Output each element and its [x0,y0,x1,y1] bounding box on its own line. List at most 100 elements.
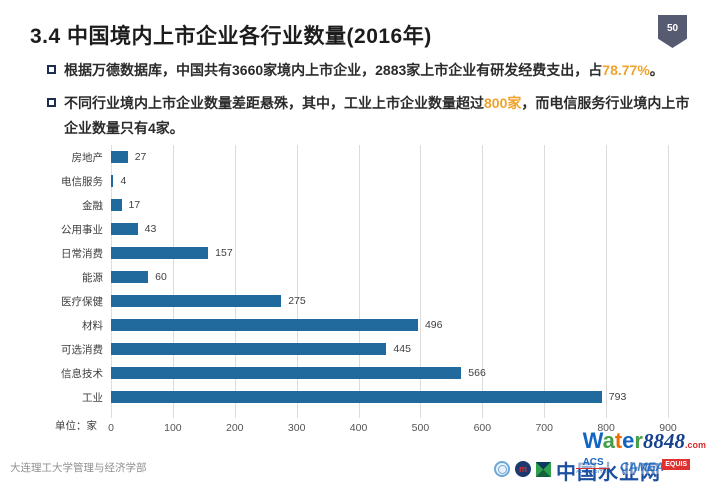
bar-track: 27 [111,145,668,169]
bullet-item-1: 根据万德数据库，中国共有3660家境内上市企业，2883家上市企业有研发经费支出… [47,58,697,83]
chart-row: 金融 17 [55,193,695,217]
site-name-cluster: 中国水业网 ACS ACCREDITED CAMEA EQUIS [556,456,706,484]
category-label: 医疗保健 [61,295,103,308]
value-label: 566 [468,367,486,379]
gridline [234,145,236,418]
chart-row: 日常消费 157 [55,241,695,265]
gridline [482,145,484,418]
chart-row: 能源 60 [55,265,695,289]
category-label: 电信服务 [61,175,103,188]
bar [111,175,114,187]
bar-track: 43 [111,217,668,241]
camea-accreditation-badge: CAMEA [620,460,664,474]
acs-label: ACS [576,457,611,468]
category-label: 房地产 [71,151,104,164]
x-tick-label: 0 [108,422,114,434]
x-tick-label: 300 [287,422,306,434]
bullet-list: 根据万德数据库，中国共有3660家境内上市企业，2883家上市企业有研发经费支出… [47,58,697,149]
equis-accreditation-badge: EQUIS [662,459,690,470]
category-label: 能源 [82,271,103,284]
page-number-badge: 50 [658,15,687,48]
category-label: 信息技术 [61,367,103,380]
bar-track: 275 [111,289,668,313]
gridline [668,145,669,418]
brand-letter: e [622,428,635,453]
gridline [544,145,546,418]
category-label: 材料 [82,319,103,332]
x-tick-label: 900 [659,422,677,434]
bar [111,271,149,283]
globe-emblem-icon [494,461,510,477]
value-label: 4 [120,175,127,187]
m-emblem-icon: m [515,461,531,477]
chart-rows: 房地产 27 电信服务 4 金融 17 公用事业 43 日常消费 157 能源 60 医疗保健 275 材料… [55,145,695,409]
bar [111,223,138,235]
chart-row: 电信服务 4 [55,169,695,193]
watermark: Water 8848 .com m 中国水业网 ACS ACCREDITED CAM… [476,428,706,484]
chart-row: 医疗保健 275 [55,289,695,313]
footer-text: 大连理工大学管理与经济学部 [10,462,147,474]
bullet-text-1: 根据万德数据库，中国共有3660家境内上市企业，2883家上市企业有研发经费支出… [64,58,664,83]
value-label: 43 [144,223,157,235]
bar [111,295,282,307]
chart-row: 公用事业 43 [55,217,695,241]
gridline [358,145,360,418]
bar [111,319,418,331]
x-tick-label: 100 [164,422,182,434]
x-tick-label: 400 [349,422,368,434]
gridline [606,145,608,418]
chart-row: 材料 496 [55,313,695,337]
category-label: 公用事业 [61,223,103,236]
gridline [172,145,174,418]
chart-unit-label: 单位：家 [55,420,97,432]
x-tick-label: 200 [226,422,244,434]
bar-track: 60 [111,265,668,289]
value-label: 445 [393,343,411,355]
x-tick-label: 800 [597,422,615,434]
acs-accreditation-badge: ACS ACCREDITED [576,457,611,474]
accredited-label: ACCREDITED [576,468,611,474]
watermark-brand: Water 8848 .com [476,428,706,454]
value-label: 27 [134,151,147,163]
brand-letter: r [634,428,643,453]
value-label: 60 [155,271,167,283]
watermark-logos: m 中国水业网 ACS ACCREDITED CAMEA EQUIS [476,456,706,484]
bullet-2-pre: 不同行业境内上市企业数量差距悬殊，其中，工业上市企业数量超过 [64,95,484,111]
value-label: 275 [288,295,306,307]
bar-track: 496 [111,313,668,337]
bullet-2-post: ，而电信服务行业境内上市企业数量只有4家。 [64,95,690,136]
bar-track: 17 [111,193,668,217]
bullet-2-highlight: 800家 [484,95,522,111]
category-label: 金融 [82,199,103,212]
bar-track: 445 [111,337,668,361]
bullet-item-2: 不同行业境内上市企业数量差距悬殊，其中，工业上市企业数量超过800家，而电信服务… [47,91,697,141]
bar [111,247,209,259]
brand-letter: W [582,428,603,453]
bar [111,343,387,355]
value-label: 793 [608,391,627,403]
pinwheel-square-icon [536,461,551,477]
bullet-1-highlight: 78.77% [602,62,650,78]
brand-tld: .com [684,440,706,450]
bar-track: 793 [111,385,668,409]
chart-row: 工业 793 [55,385,695,409]
chart-row: 可选消费 445 [55,337,695,361]
brand-letter: a [602,428,615,453]
category-label: 日常消费 [61,247,103,260]
brand-number: 8848 [642,429,685,453]
bullet-text-2: 不同行业境内上市企业数量差距悬殊，其中，工业上市企业数量超过800家，而电信服务… [64,91,697,141]
chart-row: 房地产 27 [55,145,695,169]
value-label: 496 [424,319,443,331]
bullet-square-icon [47,98,56,107]
bar-track: 566 [111,361,668,385]
bar-track: 4 [111,169,668,193]
category-label: 工业 [82,391,103,404]
bullet-square-icon [47,65,56,74]
x-tick-label: 600 [473,422,492,434]
bar [111,199,122,211]
bar [111,151,128,163]
gridline [420,145,422,418]
page-number: 50 [666,23,679,34]
value-label: 157 [215,247,233,259]
bullet-1-pre: 根据万德数据库，中国共有3660家境内上市企业，2883家上市企业有研发经费支出… [64,62,603,78]
